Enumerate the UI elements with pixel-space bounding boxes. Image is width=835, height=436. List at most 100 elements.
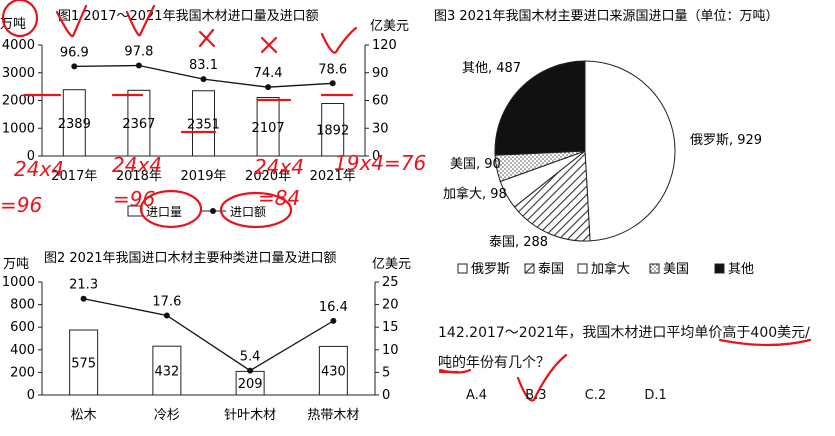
checkmark-2017 <box>55 4 88 38</box>
checkmark-2018 <box>125 4 156 37</box>
fig1-x-label: 2019年 <box>180 169 226 184</box>
fig2-line-point <box>163 312 170 319</box>
fig1-left-tick-label: 4000 <box>2 38 35 53</box>
underline-question-b <box>718 338 812 347</box>
fig2-left-unit: 万吨 <box>3 257 29 272</box>
figure-1-import-volume-value: 图1 2017～2021年我国木材进口量及进口额 万吨 亿美元 01000200… <box>0 9 409 219</box>
fig1-left-tick-label: 2000 <box>2 94 35 109</box>
fig2-line-label: 17.6 <box>152 294 181 309</box>
fig1-line-label: 97.8 <box>124 45 153 60</box>
fig2-bar-label: 432 <box>154 365 179 380</box>
fig2-title: 图2 2021年我国进口木材主要种类进口量及进口额 <box>44 251 337 266</box>
fig2-line-point <box>247 367 254 374</box>
pie-legend-swatch <box>457 263 468 274</box>
pie-slice-label: 俄罗斯, 929 <box>690 133 762 148</box>
figure-2-wood-types: 图2 2021年我国进口木材主要种类进口量及进口额 万吨 亿美元 0200400… <box>2 251 411 423</box>
fig1-bar <box>321 102 345 157</box>
fig1-bar <box>256 97 280 157</box>
fig1-legend-line-marker <box>210 208 216 214</box>
fig1-right-tick-label: 0 <box>372 149 380 164</box>
fig2-bar <box>69 329 99 396</box>
fig2-x-label: 热带木材 <box>307 408 359 423</box>
fig2-line-label: 5.4 <box>240 350 261 365</box>
option-d[interactable]: D.1 <box>644 388 667 403</box>
checkmark-2021 <box>320 26 358 54</box>
fig1-line-label: 96.9 <box>60 45 89 60</box>
fig2-bar-label: 209 <box>238 377 263 392</box>
circle-legend-volume <box>139 189 203 229</box>
fig2-right-unit: 亿美元 <box>372 257 411 272</box>
fig2-line-point <box>80 295 87 302</box>
fig1-bar-label: 1892 <box>316 124 349 139</box>
pie-slice <box>513 150 591 242</box>
fig1-line-point <box>200 76 207 83</box>
fig1-bar-label: 2107 <box>252 121 285 136</box>
fig1-left-tick-label: 0 <box>27 149 35 164</box>
pie-slice <box>494 60 586 156</box>
fig1-bar <box>192 90 215 157</box>
fig1-left-tick-label: 3000 <box>2 66 35 81</box>
fig2-left-tick-label: 1000 <box>2 275 35 290</box>
question-line-1: 142.2017～2021年，我国木材进口平均单价高于400美元/ <box>438 325 810 341</box>
fig2-left-tick-label: 200 <box>10 365 35 380</box>
fig2-line-point <box>330 317 337 324</box>
fig1-legend-line: 进口额 <box>230 205 266 219</box>
calc-2018: 24x4 <box>112 153 162 177</box>
pie-legend-label: 美国 <box>663 262 689 277</box>
pie-slice-label: 美国, 90 <box>450 157 501 172</box>
fig3-title: 图3 2021年我国木材主要进口来源国进口量（单位：万吨） <box>434 9 779 24</box>
option-c[interactable]: C.2 <box>584 388 607 403</box>
fig1-line-point <box>71 63 78 70</box>
fig2-right-tick-label: 5 <box>382 365 390 380</box>
fig1-x-label: 2017年 <box>51 169 97 184</box>
fig2-x-label: 冷杉 <box>154 408 180 423</box>
option-a[interactable]: A.4 <box>466 388 488 403</box>
fig2-bar <box>152 345 182 396</box>
fig2-left-tick-label: 600 <box>10 320 35 335</box>
fig1-line-point <box>329 80 336 87</box>
fig2-left-tick-label: 0 <box>27 388 35 403</box>
pie-slice-label: 加拿大, 98 <box>443 186 507 202</box>
calc-2017: 24x4 <box>14 157 64 181</box>
circle-legend-value <box>219 191 293 229</box>
pie-slice-label: 泰国, 288 <box>489 235 548 250</box>
fig2-right-tick-label: 10 <box>382 343 399 358</box>
handwritten-annotations <box>1 0 812 402</box>
fig1-x-label: 2020年 <box>245 169 291 184</box>
calc-2020: 24x4 <box>254 155 304 179</box>
fig1-right-tick-label: 90 <box>372 66 389 81</box>
fig2-value-line <box>83 298 334 372</box>
fig2-bar-label: 575 <box>71 357 96 372</box>
pie-legend-label: 加拿大 <box>591 261 630 277</box>
fig2-bar <box>318 345 348 396</box>
fig1-right-tick-label: 120 <box>372 38 397 53</box>
pie-legend-swatch <box>524 263 535 274</box>
answer-options: A.4 B.3 C.2 D.1 <box>466 388 701 403</box>
fig1-legend-bar: 进口量 <box>146 205 182 219</box>
question-line-2: 吨的年份有几个？ <box>438 355 550 371</box>
fig1-line-point <box>265 84 272 91</box>
fig1-bar <box>127 89 151 157</box>
pie-legend-label: 俄罗斯 <box>471 262 510 277</box>
cross-2020 <box>260 36 278 54</box>
question-text: 142.2017～2021年，我国木材进口平均单价高于400美元/ 吨的年份有几… <box>438 318 828 378</box>
fig1-title: 图1 2017～2021年我国木材进口量及进口额 <box>58 9 319 24</box>
pie-legend-swatch <box>649 263 660 274</box>
option-b[interactable]: B.3 <box>525 388 547 403</box>
fig2-left-tick-label: 800 <box>10 298 35 313</box>
fig2-right-tick-label: 0 <box>382 388 390 403</box>
underline-fig1-c <box>180 93 354 134</box>
fig1-bar-label: 2389 <box>58 117 91 132</box>
fig1-line-label: 74.4 <box>254 66 283 81</box>
fig1-left-tick-label: 1000 <box>2 121 35 136</box>
fig2-right-tick-label: 20 <box>382 298 399 313</box>
fig1-line-point <box>135 62 142 69</box>
fig2-x-label: 针叶木材 <box>224 408 276 423</box>
fig1-line-label: 78.6 <box>318 62 347 77</box>
pie-slice-label: 其他, 487 <box>462 61 521 76</box>
fig1-right-unit: 亿美元 <box>370 19 409 34</box>
checkmark-answer-B <box>516 353 568 402</box>
pie-legend-label: 泰国 <box>538 262 564 277</box>
figure-3-source-countries: 图3 2021年我国木材主要进口来源国进口量（单位：万吨） 俄罗斯, 929 泰国… <box>434 9 779 277</box>
